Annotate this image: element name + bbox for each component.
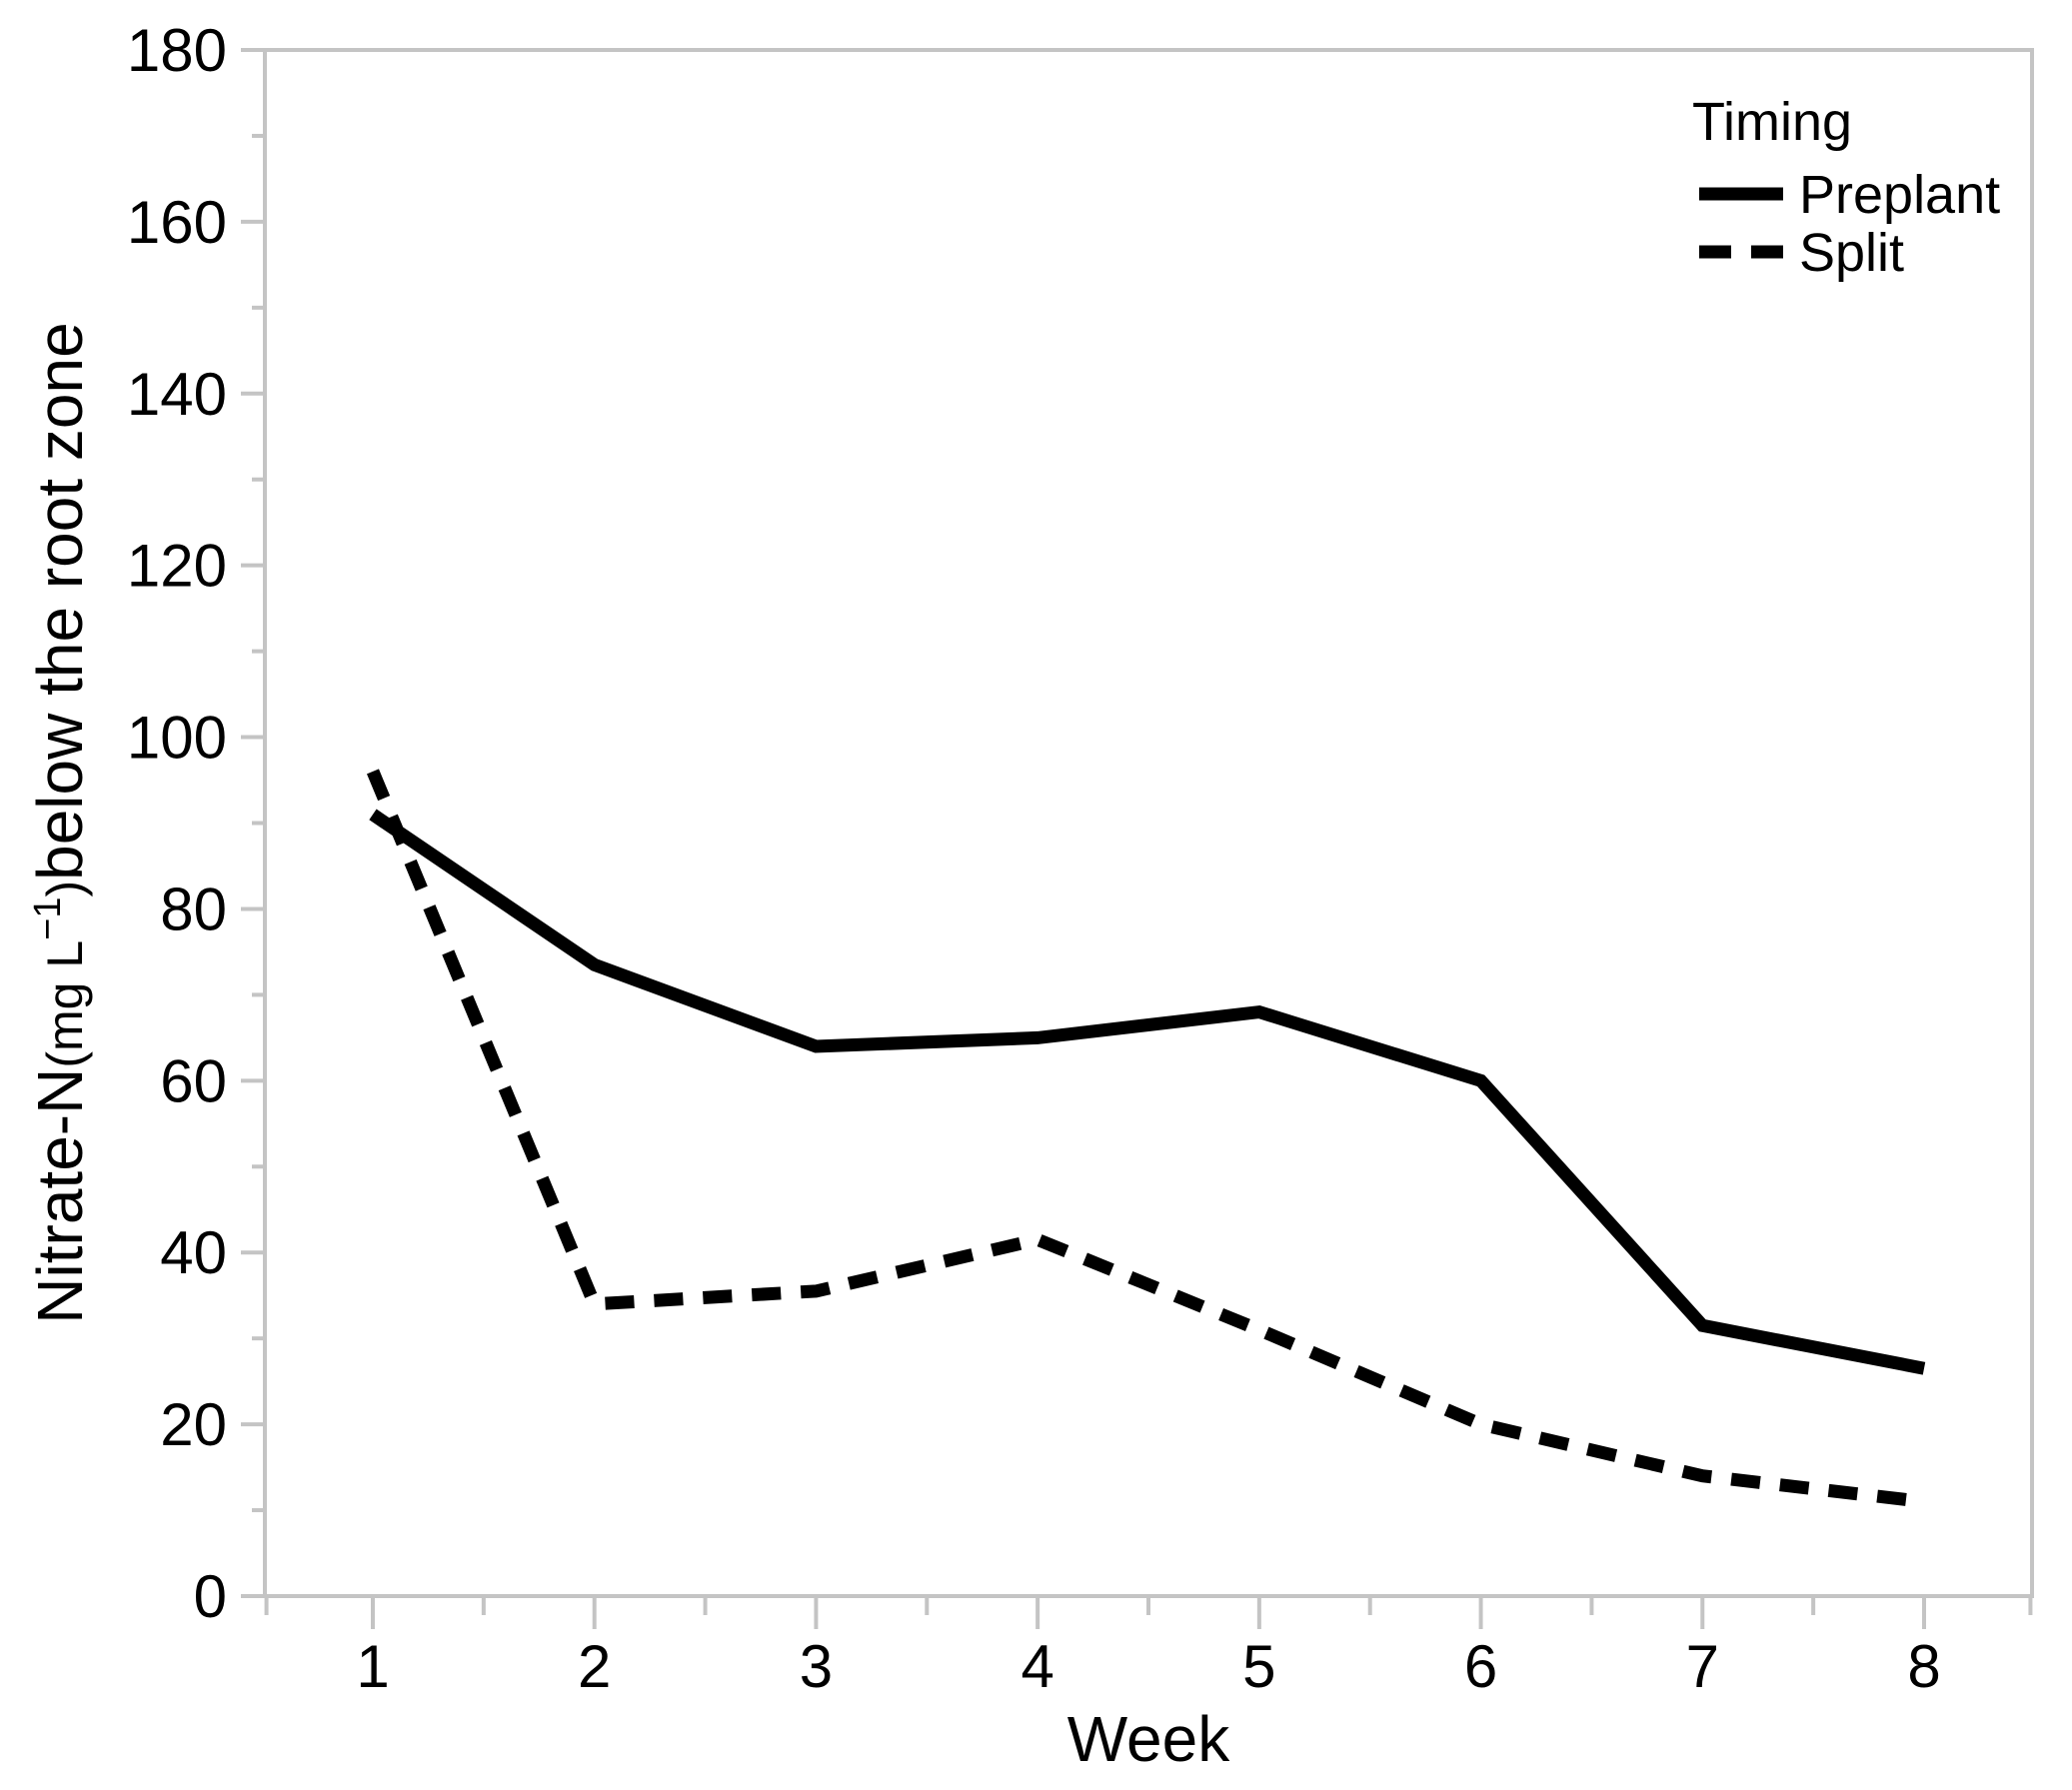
x-tick-label: 5 (1242, 1633, 1275, 1700)
x-tick-label: 1 (356, 1633, 389, 1700)
y-tick-label: 80 (160, 876, 227, 942)
y-axis-title-part: Nitrate-N (24, 1068, 96, 1324)
y-tick-label: 60 (160, 1047, 227, 1114)
y-tick-label: 0 (194, 1563, 227, 1630)
split-line (366, 769, 1925, 1508)
y-tick-label: 180 (127, 17, 227, 84)
x-tick-label: 2 (578, 1633, 611, 1700)
x-tick-label: 3 (800, 1633, 833, 1700)
y-tick-label: 140 (127, 361, 227, 428)
preplant-line (369, 809, 1926, 1375)
legend-label: Split (1799, 223, 1904, 283)
y-axis-ticks (241, 48, 265, 1598)
y-tick-label: 120 (127, 533, 227, 600)
x-axis-ticks (264, 1596, 2033, 1629)
y-tick-label: 40 (160, 1219, 227, 1286)
y-tick-labels: 0 20 40 60 80 100 120 140 160 180 (127, 17, 227, 1630)
x-tick-label: 6 (1464, 1633, 1497, 1700)
legend-label: Preplant (1799, 165, 2000, 225)
legend-item-preplant: Preplant (1699, 165, 2000, 225)
y-tick-label: 100 (127, 705, 227, 772)
legend-title: Timing (1692, 92, 1852, 152)
plot-frame (263, 48, 2034, 1598)
y-axis-title-part: below the root zone (24, 322, 96, 881)
x-tick-label: 8 (1907, 1633, 1940, 1700)
x-tick-labels: 1 2 3 4 5 6 7 8 (356, 1633, 1940, 1700)
y-axis-title-part: (mg L (37, 940, 93, 1068)
legend-item-split: Split (1699, 223, 1904, 283)
y-axis-title-part: −1 (27, 897, 69, 940)
x-axis-title: Week (1067, 1703, 1230, 1775)
y-tick-label: 160 (127, 189, 227, 256)
y-axis-title: Nitrate-N(mg L−1)below the root zone (24, 322, 96, 1323)
x-tick-label: 7 (1686, 1633, 1719, 1700)
y-tick-label: 20 (160, 1391, 227, 1458)
y-axis-title-part: ) (37, 881, 93, 897)
x-tick-label: 4 (1021, 1633, 1053, 1700)
